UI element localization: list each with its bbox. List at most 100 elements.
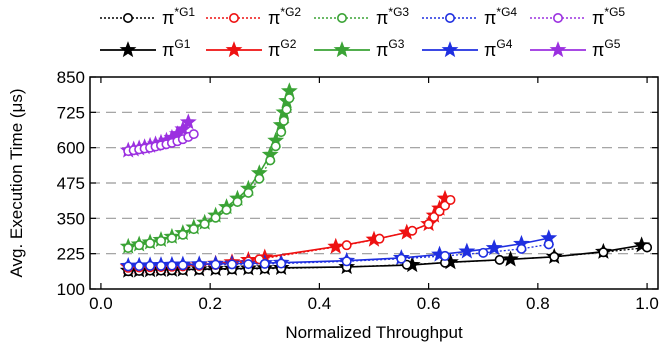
x-tick-label: 0.0 <box>89 294 113 313</box>
x-tick-label: 0.8 <box>526 294 550 313</box>
data-point <box>194 259 205 270</box>
data-point <box>401 259 412 270</box>
y-tick-label: 475 <box>57 174 85 193</box>
legend-label: π*G5 <box>592 5 625 28</box>
data-point <box>210 259 221 270</box>
legend-entry: πG5 <box>530 37 621 60</box>
data-point <box>188 129 199 140</box>
data-point <box>134 240 145 251</box>
data-point <box>642 242 653 253</box>
legend-label: π*G3 <box>376 5 409 28</box>
legend: π*G1 π*G2 π*G3 π*G4 π*G5 πG1 πG2 πG3 πG4 πG5 <box>100 5 625 60</box>
legend-label: πG2 <box>268 37 297 60</box>
data-point <box>502 250 519 267</box>
data-point <box>494 254 505 265</box>
legend-marker <box>123 13 134 23</box>
y-tick-label: 600 <box>57 139 85 158</box>
legend-label: π*G4 <box>484 5 517 28</box>
data-point <box>254 173 265 184</box>
series-layer <box>119 82 653 278</box>
data-point <box>166 233 177 244</box>
legend-entry: π*G5 <box>530 5 625 28</box>
data-point <box>134 261 145 272</box>
data-point <box>177 260 188 271</box>
series-g3-star <box>119 82 298 254</box>
data-point <box>549 251 560 262</box>
data-point <box>188 224 199 235</box>
legend-marker <box>333 41 351 58</box>
data-point <box>598 247 609 258</box>
data-point <box>485 239 503 256</box>
data-point <box>166 260 177 271</box>
y-tick-label: 350 <box>57 209 85 228</box>
data-point <box>199 218 210 229</box>
data-point <box>516 243 527 254</box>
data-point <box>341 256 352 267</box>
data-point <box>259 258 270 269</box>
legend-entry: πG3 <box>314 37 405 60</box>
data-point <box>276 127 287 138</box>
data-point <box>439 250 450 261</box>
data-point <box>276 258 287 269</box>
legend-marker <box>225 41 243 58</box>
legend-marker <box>441 41 459 58</box>
data-point <box>278 115 289 126</box>
legend-marker <box>549 41 567 58</box>
axis-ticks: 100 225 350 475 600 725 850 0.0 0.2 0.4 0.6 0.8 1.0 <box>57 68 659 313</box>
y-tick-label: 225 <box>57 245 85 264</box>
legend-marker <box>336 13 347 23</box>
legend-marker <box>119 41 137 58</box>
data-point <box>145 238 156 249</box>
legend-marker <box>229 13 240 23</box>
y-tick-label: 725 <box>57 103 85 122</box>
data-point <box>396 253 407 264</box>
legend-entry: π*G1 <box>100 5 195 28</box>
data-point <box>327 237 345 254</box>
x-tick-label: 1.0 <box>635 294 659 313</box>
data-point <box>407 225 418 236</box>
legend-entry: π*G3 <box>314 5 409 28</box>
legend-label: πG4 <box>484 37 513 60</box>
series-g3-circle <box>123 93 295 254</box>
legend-entry: π*G2 <box>206 5 301 28</box>
data-point <box>232 196 243 207</box>
legend-marker <box>444 13 455 23</box>
legend-entry: πG4 <box>422 37 513 60</box>
grid-lines <box>90 111 658 255</box>
data-point <box>478 247 489 258</box>
data-point <box>123 243 134 254</box>
legend-marker <box>552 13 563 23</box>
series-g5-circle <box>123 129 199 157</box>
legend-label: πG5 <box>592 37 621 60</box>
data-point <box>210 212 221 223</box>
data-point <box>227 259 238 270</box>
data-point <box>221 204 232 215</box>
x-tick-label: 0.2 <box>198 294 222 313</box>
legend-entry: πG1 <box>100 37 191 60</box>
data-point <box>284 93 295 104</box>
data-point <box>265 155 276 166</box>
x-axis-label: Normalized Throughput <box>285 323 463 342</box>
legend-label: πG1 <box>162 37 191 60</box>
data-point <box>341 240 352 251</box>
x-tick-label: 0.4 <box>308 294 332 313</box>
data-point <box>179 113 197 130</box>
x-tick-label: 0.6 <box>417 294 441 313</box>
y-tick-label: 100 <box>57 280 85 299</box>
legend-entry: πG2 <box>206 37 297 60</box>
legend-entry: π*G4 <box>422 5 517 28</box>
data-point <box>423 218 434 229</box>
data-point <box>270 141 281 152</box>
y-tick-label: 850 <box>57 68 85 87</box>
data-point <box>123 261 134 272</box>
series-g4-circle <box>123 239 554 272</box>
data-point <box>458 242 476 259</box>
legend-label: π*G1 <box>162 5 195 28</box>
legend-label: π*G2 <box>268 5 301 28</box>
data-point <box>374 233 385 244</box>
data-point <box>174 120 192 137</box>
data-point <box>243 259 254 270</box>
data-point <box>243 187 254 198</box>
data-point <box>445 194 456 205</box>
